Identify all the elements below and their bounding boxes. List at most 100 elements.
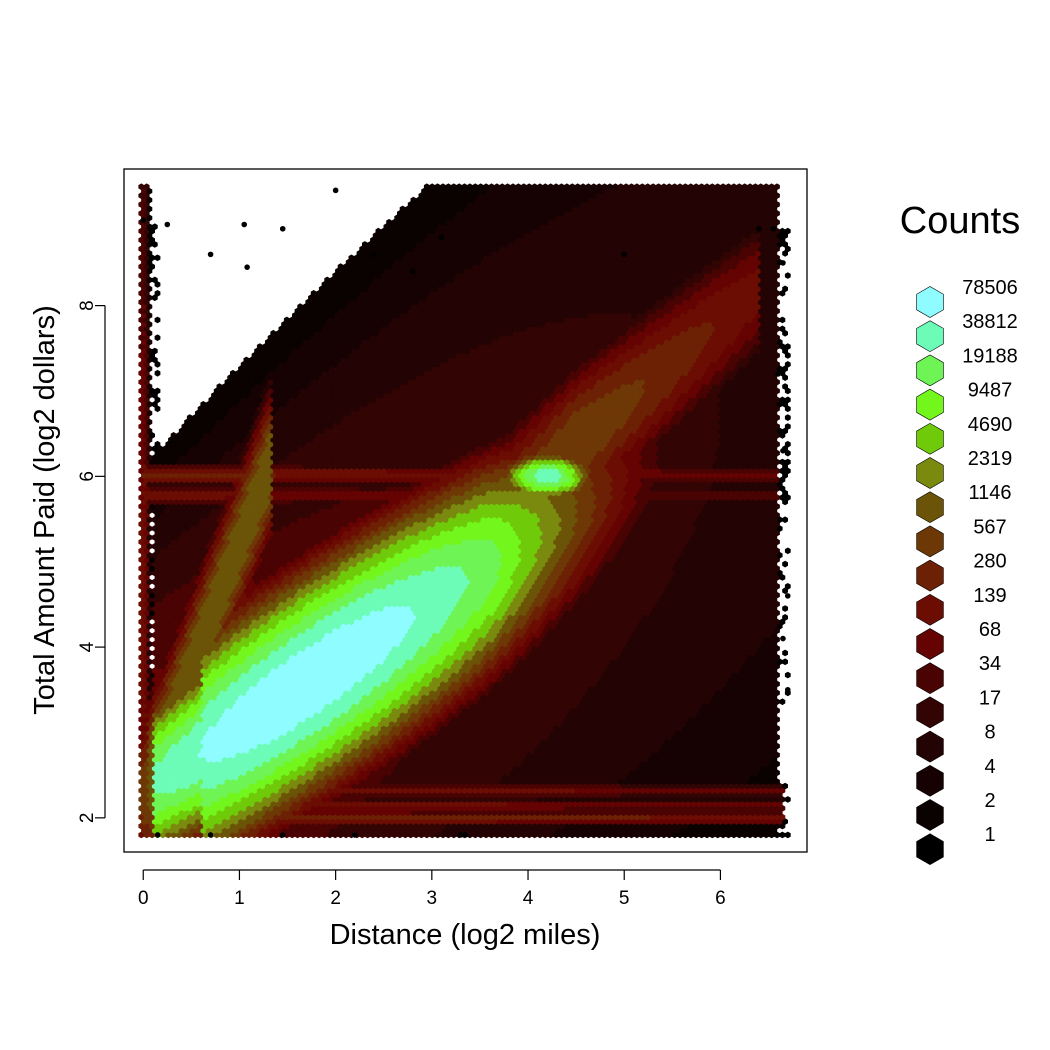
hex-cell bbox=[251, 831, 258, 839]
hex-cell bbox=[300, 831, 306, 839]
hex-cell bbox=[628, 831, 635, 839]
hex-cell bbox=[200, 827, 207, 834]
hex-cell bbox=[661, 831, 667, 839]
hex-cell bbox=[596, 822, 603, 830]
hex-cell bbox=[491, 809, 498, 817]
hex-cell bbox=[766, 827, 772, 834]
hex-cell bbox=[663, 809, 670, 817]
hex-cell bbox=[539, 809, 546, 817]
hex-cell bbox=[717, 809, 724, 817]
hex-cell bbox=[445, 804, 452, 812]
hex-cell bbox=[294, 822, 301, 830]
hex-cell bbox=[450, 831, 457, 839]
hex-cell bbox=[577, 827, 584, 834]
hex-cell bbox=[477, 822, 484, 830]
hex-cell bbox=[370, 822, 376, 830]
hex-cell bbox=[779, 698, 786, 706]
hex-cell bbox=[335, 827, 341, 834]
hex-cell bbox=[157, 809, 164, 817]
hex-cell bbox=[445, 813, 452, 821]
hex-cell bbox=[270, 827, 277, 834]
hex-cell bbox=[407, 831, 414, 839]
hex-cell bbox=[224, 831, 231, 839]
hex-cell bbox=[181, 822, 188, 830]
hex-cell bbox=[488, 831, 495, 839]
hex-cell bbox=[327, 831, 333, 839]
hex-cell bbox=[537, 831, 543, 839]
hex-cell bbox=[531, 822, 538, 830]
hex-cell bbox=[313, 818, 320, 825]
hex-cell bbox=[375, 813, 382, 821]
hex-cell bbox=[744, 809, 751, 817]
hex-cell bbox=[453, 827, 460, 834]
hex-cell bbox=[415, 818, 422, 825]
hex-cell bbox=[523, 818, 530, 825]
hex-cell bbox=[340, 818, 347, 825]
hex-cell bbox=[612, 813, 619, 821]
hex-cell bbox=[235, 813, 242, 821]
hex-cell bbox=[634, 813, 640, 821]
hex-cell bbox=[243, 809, 250, 817]
hex-cell bbox=[477, 804, 484, 812]
hex-cell bbox=[531, 804, 538, 812]
hex-cell bbox=[558, 822, 565, 830]
hex-cell bbox=[143, 813, 150, 821]
hex-cell bbox=[677, 831, 683, 839]
hex-cell bbox=[749, 809, 756, 817]
hex-cell bbox=[195, 809, 201, 817]
hex-cell bbox=[178, 809, 185, 817]
hex-cell bbox=[178, 818, 185, 825]
hex-cell bbox=[585, 831, 592, 839]
hex-cell bbox=[456, 804, 462, 812]
hex-cell bbox=[232, 809, 239, 817]
hex-cell bbox=[696, 809, 702, 817]
hex-cell bbox=[397, 813, 403, 821]
hex-cell bbox=[617, 831, 624, 839]
hexbin-cells bbox=[138, 183, 791, 839]
hex-cell bbox=[494, 831, 500, 839]
hex-cell bbox=[545, 809, 551, 817]
hex-cell bbox=[483, 813, 489, 821]
hex-cell bbox=[302, 818, 309, 825]
hex-cell bbox=[246, 813, 252, 821]
hex-cell bbox=[286, 809, 293, 817]
hex-cell bbox=[356, 809, 363, 817]
hex-cell bbox=[512, 818, 519, 825]
hex-cell bbox=[569, 822, 576, 830]
hex-cell bbox=[410, 809, 417, 817]
hex-cell bbox=[647, 827, 654, 834]
hex-cell bbox=[380, 804, 387, 812]
hex-cell bbox=[267, 813, 274, 821]
hex-cell bbox=[537, 804, 543, 812]
hex-cell bbox=[709, 813, 716, 821]
hex-cell bbox=[370, 804, 376, 812]
hex-cell bbox=[701, 818, 708, 825]
hex-cell bbox=[539, 827, 546, 834]
hex-cell bbox=[459, 809, 465, 817]
hex-cell bbox=[704, 822, 710, 830]
hex-cell bbox=[203, 822, 209, 830]
hex-cell bbox=[782, 818, 788, 825]
hex-cell bbox=[246, 804, 252, 812]
hex-cell bbox=[337, 822, 344, 830]
hex-cell bbox=[712, 827, 718, 834]
hex-cell bbox=[472, 831, 479, 839]
hex-cell bbox=[529, 818, 535, 825]
hex-cell bbox=[564, 813, 570, 821]
hex-cell bbox=[292, 827, 298, 834]
hex-cell bbox=[485, 818, 492, 825]
hex-cell bbox=[316, 804, 322, 812]
hex-cell bbox=[494, 804, 500, 812]
hex-cell bbox=[283, 822, 290, 830]
hex-cell bbox=[450, 813, 457, 821]
hex-cell bbox=[483, 831, 489, 839]
hex-cell bbox=[235, 831, 242, 839]
hex-cell bbox=[189, 827, 196, 834]
hex-cell bbox=[623, 822, 629, 830]
hex-cell bbox=[372, 827, 379, 834]
hex-cell bbox=[219, 822, 225, 830]
hex-cell bbox=[297, 818, 304, 825]
hex-cell bbox=[520, 813, 527, 821]
hex-cell bbox=[437, 827, 444, 834]
hex-cell bbox=[289, 822, 295, 830]
